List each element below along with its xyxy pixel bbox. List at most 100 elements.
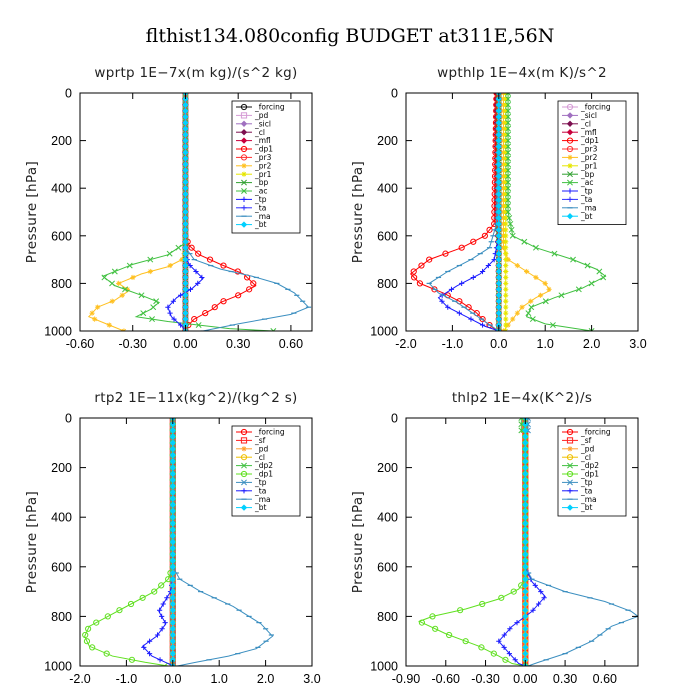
x-tick-label: 0.0	[490, 337, 507, 351]
series-point-diamond	[182, 250, 189, 257]
series-point-plus	[154, 632, 161, 638]
series-point-diamond	[182, 208, 189, 216]
series-point-plus	[567, 188, 573, 194]
series-point-diamond	[495, 214, 502, 222]
legend-label: _dp1	[254, 470, 273, 479]
series-point-diamond	[182, 268, 189, 275]
series-point-plus	[501, 644, 507, 650]
series-point-diamond	[169, 557, 176, 564]
legend-label: _pr2	[254, 161, 272, 170]
series-point-diamond	[522, 613, 529, 620]
series-point-diamond	[495, 113, 502, 120]
series-point-diamond	[169, 582, 176, 589]
y-tick-label: 1000	[44, 660, 72, 674]
legend-label: _cl	[580, 453, 591, 462]
legend-label: _pr3	[580, 145, 598, 154]
series-point-star	[514, 262, 520, 269]
legend-label: _cl	[254, 453, 265, 462]
legend-label: _cl	[580, 119, 591, 128]
series-point-plus	[241, 488, 247, 494]
series-point-diamond	[182, 143, 189, 150]
series-point-circle	[457, 607, 464, 614]
series-point-star	[94, 304, 101, 310]
series-point-star	[503, 239, 509, 245]
series-point-plus	[479, 322, 486, 328]
series-point-circle	[127, 600, 135, 608]
legend-label: _ta	[580, 486, 592, 495]
legend-label: _dp1	[580, 136, 599, 145]
panel-title: thlp2 1E−4x(K^2)/s	[452, 390, 592, 406]
series-point-diamond	[522, 501, 529, 508]
series-point-diamond	[182, 274, 189, 281]
series-point-plus	[165, 304, 171, 310]
series-point-circle	[235, 292, 242, 299]
legend-label: _tp	[580, 478, 593, 487]
series-point-diamond	[182, 137, 189, 144]
legend-label: _bp	[580, 170, 595, 179]
series-point-diamond	[495, 190, 502, 198]
series-point-circle	[246, 286, 253, 293]
series-point-x	[551, 250, 558, 257]
series-point-x	[241, 179, 247, 186]
series-point-diamond	[522, 421, 529, 428]
series-point-diamond	[522, 452, 529, 459]
y-tick-label: 800	[377, 610, 398, 624]
series-point-star	[567, 446, 573, 452]
series-point-plus	[187, 286, 194, 292]
series-point-circle	[139, 594, 146, 601]
legend-label: _forcing	[580, 428, 611, 437]
x-tick-label: -0.30	[118, 337, 147, 351]
series-point-diamond	[240, 120, 248, 127]
x-tick-label: -1.0	[116, 672, 138, 686]
series-point-x	[101, 274, 108, 281]
series-point-diamond	[522, 476, 529, 484]
series-point-star	[503, 322, 509, 328]
series-point-plus	[470, 274, 476, 281]
series-point-diamond	[522, 557, 529, 564]
series-point-plus	[160, 601, 166, 607]
series-point-diamond	[169, 445, 176, 453]
series-point-diamond	[182, 309, 189, 317]
series-point-diamond	[522, 520, 529, 527]
series-point-x	[505, 101, 512, 108]
series-point-plus	[141, 644, 147, 650]
series-point-diamond	[169, 495, 176, 502]
series-point-square	[566, 437, 574, 444]
series-point-plus	[147, 651, 153, 657]
series-point-diamond	[522, 563, 529, 570]
series-point-diamond	[566, 120, 574, 127]
series-point-x	[111, 268, 118, 275]
legend-label: _pd	[580, 444, 595, 453]
x-tick-label: 0.0	[164, 672, 181, 686]
legend-label: _ma	[580, 203, 597, 212]
series-point-star	[519, 304, 525, 310]
series-point-star	[89, 310, 95, 316]
series-point-star	[116, 280, 122, 286]
series-point-diamond	[240, 221, 248, 228]
series-line-ta	[498, 418, 546, 666]
series-point-diamond	[169, 563, 176, 570]
x-tick-label: 0.60	[593, 672, 617, 686]
series-point-diamond	[495, 244, 502, 251]
legend-label: _forcing	[254, 103, 285, 112]
series-layer	[417, 418, 638, 666]
series-point-x	[521, 238, 528, 245]
series-point-diamond	[182, 292, 189, 299]
legend-label: _tp	[254, 195, 267, 204]
legend-label: _sicl	[254, 119, 271, 128]
series-point-diamond	[169, 594, 176, 601]
series-point-plus	[157, 607, 163, 613]
series-point-star	[503, 316, 509, 322]
series-point-x	[525, 310, 532, 317]
series-point-diamond	[169, 476, 176, 484]
legend-label: _pr3	[254, 153, 272, 162]
series-point-star	[567, 163, 573, 169]
series-point-diamond	[495, 155, 502, 162]
legend-label: _dp2	[580, 461, 599, 470]
x-tick-label: -0.90	[392, 672, 421, 686]
legend-label: _cl	[254, 128, 265, 137]
series-point-circle	[240, 454, 248, 461]
y-tick-label: 600	[377, 229, 398, 243]
x-tick-label: 1.0	[537, 337, 554, 351]
series-point-diamond	[495, 280, 502, 287]
